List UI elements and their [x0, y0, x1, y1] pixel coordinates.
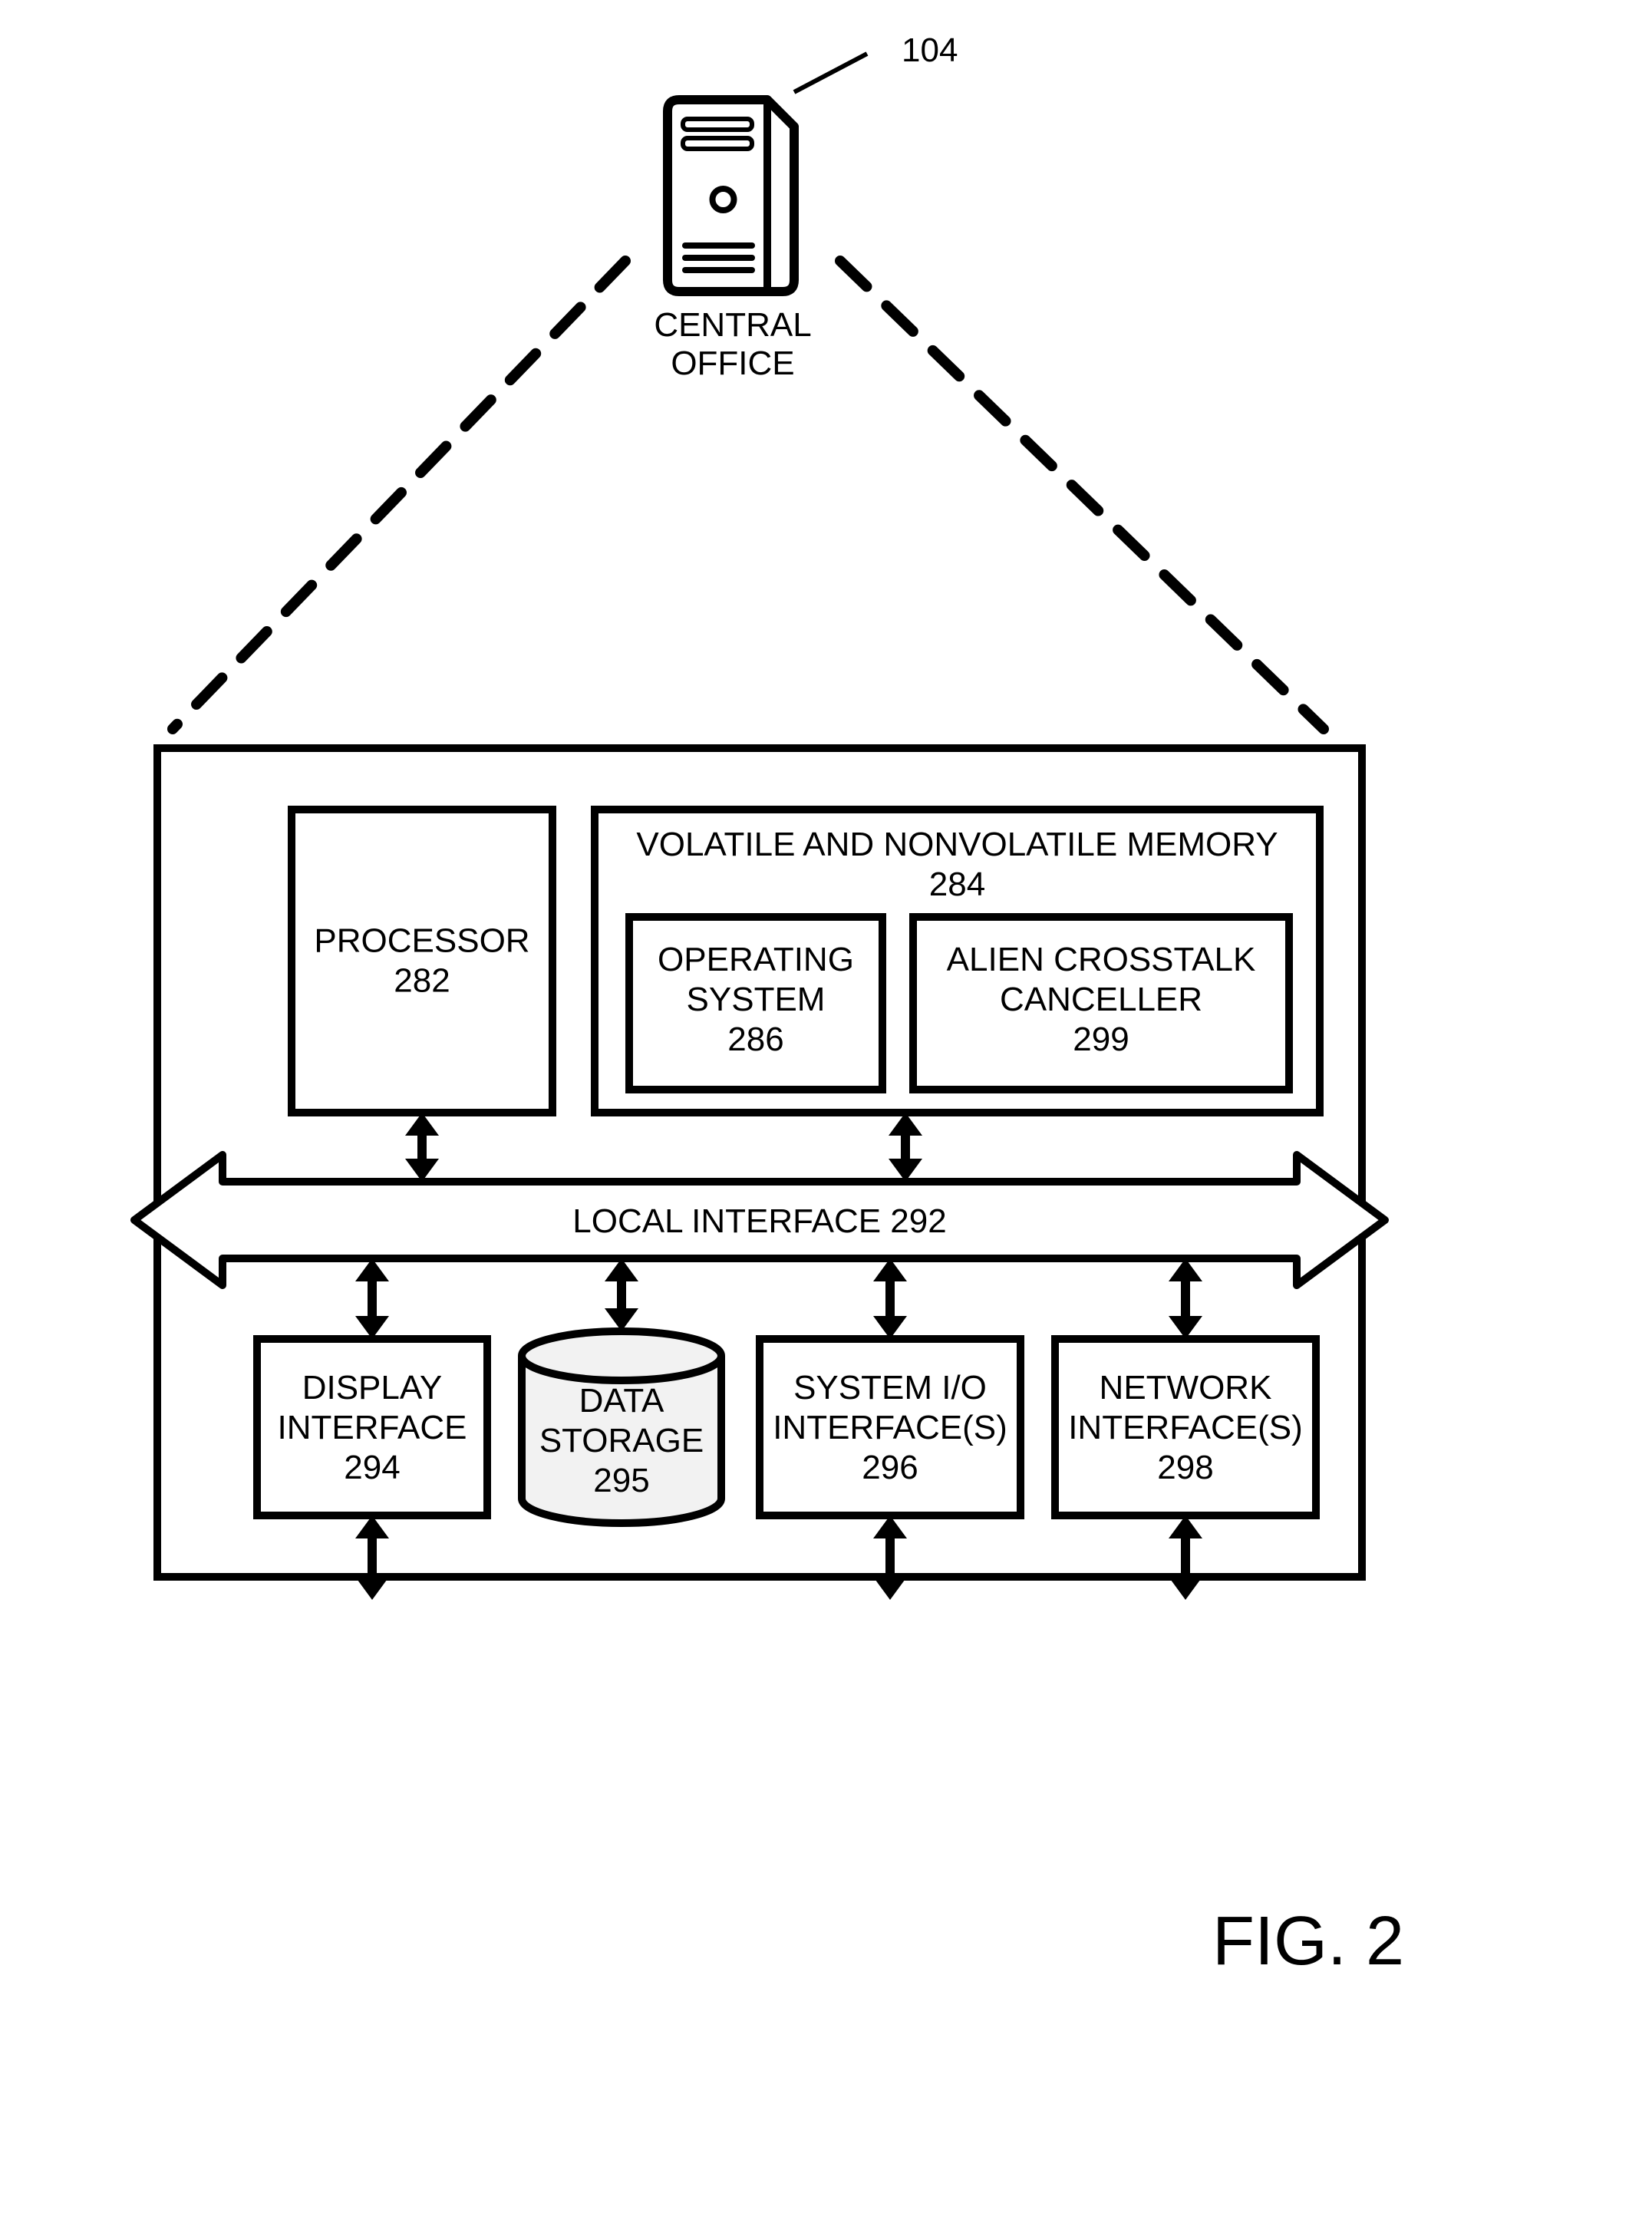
svg-text:SYSTEM I/O: SYSTEM I/O	[793, 1369, 987, 1407]
svg-text:299: 299	[1073, 1021, 1129, 1058]
server-label-line1: CENTRAL	[654, 306, 811, 344]
expand-line-right	[840, 261, 1324, 729]
svg-text:INTERFACE(S): INTERFACE(S)	[1068, 1409, 1303, 1446]
ref-leader	[794, 54, 867, 92]
svg-text:VOLATILE AND NONVOLATILE MEMOR: VOLATILE AND NONVOLATILE MEMORY	[636, 826, 1278, 863]
svg-text:DISPLAY: DISPLAY	[302, 1369, 443, 1407]
svg-text:NETWORK: NETWORK	[1100, 1369, 1272, 1407]
local-interface-label: LOCAL INTERFACE 292	[572, 1202, 946, 1240]
svg-text:OPERATING: OPERATING	[658, 941, 854, 978]
svg-text:295: 295	[593, 1462, 649, 1499]
svg-text:PROCESSOR: PROCESSOR	[314, 922, 529, 960]
svg-text:INTERFACE(S): INTERFACE(S)	[773, 1409, 1007, 1446]
svg-text:296: 296	[862, 1449, 918, 1486]
svg-text:ALIEN CROSSTALK: ALIEN CROSSTALK	[947, 941, 1256, 978]
figure-label: FIG. 2	[1212, 1903, 1404, 1980]
svg-text:DATA: DATA	[579, 1382, 664, 1420]
svg-text:298: 298	[1157, 1449, 1213, 1486]
svg-text:CANCELLER: CANCELLER	[1000, 981, 1202, 1018]
svg-text:284: 284	[929, 866, 985, 903]
expand-line-left	[173, 261, 625, 729]
svg-text:286: 286	[727, 1021, 783, 1058]
svg-text:282: 282	[394, 962, 450, 1000]
processor-box	[292, 810, 552, 1113]
svg-text:INTERFACE: INTERFACE	[278, 1409, 467, 1446]
ref-number-104: 104	[902, 31, 958, 69]
server-icon	[668, 100, 794, 292]
svg-text:STORAGE: STORAGE	[539, 1422, 704, 1459]
svg-text:SYSTEM: SYSTEM	[687, 981, 826, 1018]
server-label-line2: OFFICE	[671, 345, 794, 382]
svg-text:294: 294	[344, 1449, 400, 1486]
figure-2-diagram: 104 CENTRALOFFICE PROCESSOR282 VOLATILE AND…	[0, 0, 1652, 2226]
